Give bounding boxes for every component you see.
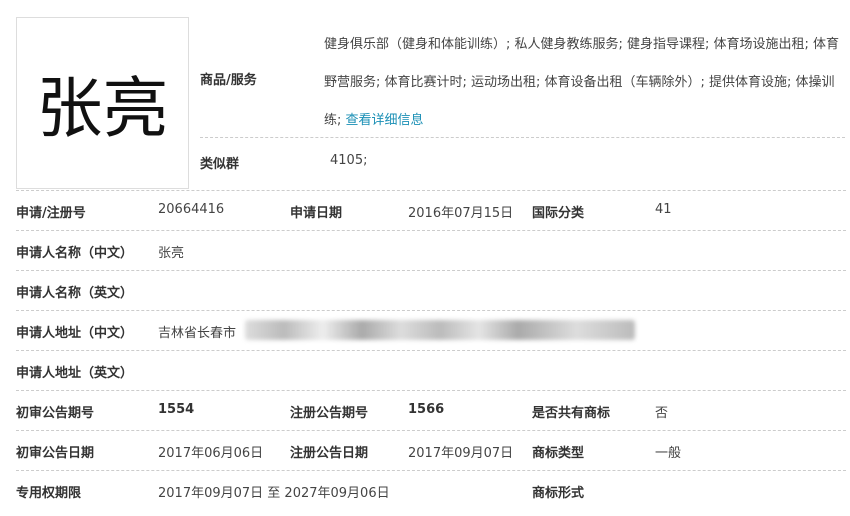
divider: [16, 310, 846, 311]
divider: [16, 230, 846, 231]
field-value: 2016年07月15日: [408, 206, 514, 221]
goods-label: 商品/服务: [200, 73, 257, 88]
field-value: 2017年09月07日 至 2027年09月06日: [158, 486, 390, 501]
field-value: 2017年09月07日: [408, 446, 514, 461]
field-value: 1554: [158, 402, 195, 417]
goods-list: 健身俱乐部（健身和体能训练）; 私人健身教练服务; 健身指导课程; 体育场设施出…: [324, 37, 840, 128]
field-label: 是否共有商标: [532, 406, 611, 421]
field-label: 初审公告期号: [16, 406, 95, 421]
field-value: 吉林省长春市: [158, 326, 237, 341]
field-label: 商标形式: [532, 486, 585, 501]
field-label: 初审公告日期: [16, 446, 95, 461]
field-label: 专用权期限: [16, 486, 82, 501]
field-label: 注册公告日期: [290, 446, 369, 461]
field-value: 张亮: [158, 246, 185, 261]
divider: [16, 430, 846, 431]
similar-group-value: 4105;: [330, 153, 368, 168]
divider: [16, 390, 846, 391]
field-label: 国际分类: [532, 206, 585, 221]
field-label: 申请人地址（中文）: [16, 326, 134, 341]
field-label: 申请/注册号: [16, 206, 86, 221]
divider: [200, 137, 845, 138]
similar-group-label: 类似群: [200, 157, 240, 172]
field-label: 申请人地址（英文）: [16, 366, 134, 381]
divider: [16, 350, 846, 351]
field-value: 2017年06月06日: [158, 446, 264, 461]
field-value: 一般: [655, 446, 682, 461]
field-value: 否: [655, 406, 669, 421]
divider: [16, 470, 846, 471]
field-label: 商标类型: [532, 446, 585, 461]
field-label: 申请人名称（中文）: [16, 246, 134, 261]
field-label: 申请日期: [290, 206, 343, 221]
view-details-link[interactable]: 查看详细信息: [345, 113, 424, 128]
divider: [16, 270, 846, 271]
field-value: 1566: [408, 402, 445, 417]
field-label: 注册公告期号: [290, 406, 369, 421]
trademark-image: 张亮: [16, 17, 189, 189]
field-value: 20664416: [158, 202, 225, 217]
field-label: 申请人名称（英文）: [16, 286, 134, 301]
divider: [16, 190, 846, 191]
field-value: 41: [655, 202, 672, 217]
redacted-address: [245, 320, 635, 340]
